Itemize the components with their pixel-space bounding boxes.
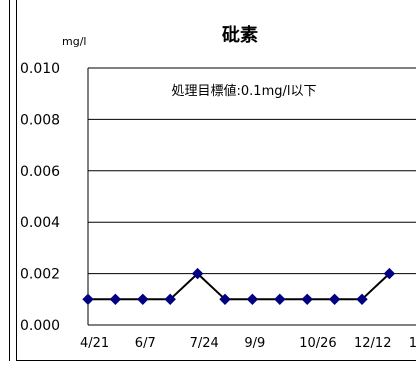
series-line (88, 272, 391, 301)
axes (87, 68, 416, 326)
data-point-marker (191, 267, 204, 280)
x-tick-label: 1/28 (409, 336, 416, 351)
y-axis-unit-label: mg/l (62, 35, 86, 48)
x-tick-label: 6/7 (135, 336, 156, 351)
data-point-marker (246, 293, 259, 306)
chart-title: 砒素 (222, 25, 258, 46)
data-point-marker (356, 293, 368, 306)
y-tick-label: 0.006 (20, 164, 60, 180)
data-point-marker (328, 293, 341, 306)
x-tick-label: 12/12 (354, 336, 391, 351)
x-tick-label: 4/21 (80, 336, 109, 351)
data-point-marker (383, 267, 396, 280)
series-layer (82, 267, 396, 306)
chart-frame (16, 0, 416, 361)
y-tick-labels: 0.000 0.002 0.004 0.006 0.008 0.010 (20, 61, 60, 334)
y-tick-label: 0.000 (20, 318, 60, 334)
y-tick-label: 0.008 (20, 112, 60, 128)
data-point-marker (274, 293, 286, 306)
x-tick-label: 7/24 (190, 336, 219, 351)
target-value-annotation: 処理目標値:0.1mg/l以下 (172, 83, 317, 99)
data-point-marker (109, 293, 122, 306)
data-point-marker (219, 293, 231, 306)
x-tick-label: 9/9 (244, 336, 265, 351)
adjacent-chart-edge (0, 0, 10, 361)
data-point-marker (301, 293, 313, 306)
gridlines (88, 67, 416, 275)
data-point-marker (82, 293, 94, 306)
y-tick-label: 0.002 (20, 267, 60, 283)
x-tick-label: 10/26 (299, 336, 336, 351)
data-point-marker (164, 293, 176, 306)
y-tick-label: 0.010 (20, 61, 60, 77)
data-point-marker (137, 293, 149, 306)
y-tick-label: 0.004 (20, 215, 60, 231)
